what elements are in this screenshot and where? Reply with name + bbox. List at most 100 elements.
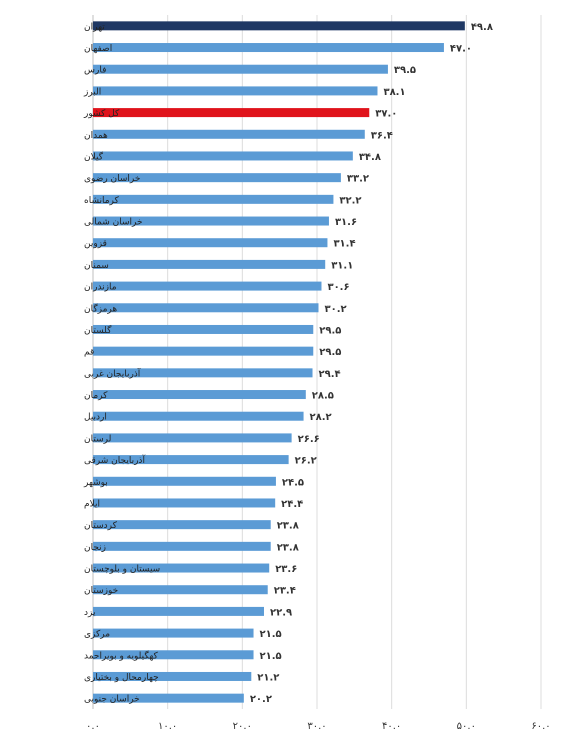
category-label: گیلان [84,150,104,162]
value-label: ۲۹.۴ [319,369,341,380]
value-label: ۲۲.۹ [270,607,292,618]
category-label: هرمزگان [84,302,117,314]
value-label: ۲۳.۸ [277,521,299,532]
category-label: بوشهر [83,478,108,488]
bar [93,86,378,96]
bar [93,151,353,161]
value-label: ۳۱.۱ [331,260,353,271]
category-label: یزد [84,608,96,618]
bar [93,628,254,638]
bar [93,238,328,248]
bar [93,259,326,269]
value-label: ۳۹.۵ [394,65,416,76]
bar [93,498,276,508]
bar [93,194,334,204]
category-label: خراسان جنوبی [84,695,140,705]
category-label: زنجان [84,543,106,553]
bars [93,21,465,703]
category-label: آذربایجان غربی [84,367,141,379]
value-label: ۳۳.۲ [347,174,369,185]
category-label: همدان [84,131,108,141]
bar [93,324,314,334]
category-label: لرستان [84,434,111,444]
x-tick-label: ۲۰.۰ [233,721,252,732]
value-label: ۲۴.۴ [281,499,303,510]
value-label: ۴۹.۸ [471,22,493,33]
value-label: ۲۱.۵ [260,629,282,640]
bar [93,411,304,421]
bar [93,476,276,486]
category-label: مرکزی [84,630,110,640]
value-label: ۲۶.۶ [298,434,320,445]
value-label: ۳۶.۴ [371,130,393,141]
category-label: اصفهان [84,44,112,54]
x-tick-label: ۵۰.۰ [457,721,476,732]
category-label: ایلام [84,499,100,509]
bar [93,64,388,74]
grid-lines [92,15,542,709]
value-label: ۲۳.۴ [274,586,296,597]
x-tick-label: ۱۰.۰ [158,721,177,732]
x-tick-label: ۳۰.۰ [307,721,326,732]
category-labels: تهران اصفهان فارس البرز کل کشور همدان گیلان خرا… [83,22,160,704]
value-label: ۲۸.۵ [312,391,334,402]
bar [93,650,254,660]
category-label: قم [84,348,94,358]
category-label: خراسان رضوی [84,174,140,184]
bar [93,541,271,551]
value-label: ۲۹.۵ [319,325,341,336]
category-label: البرز [83,87,101,97]
bar [93,671,252,681]
bar [93,216,329,226]
x-tick-label: ۴۰.۰ [382,721,401,732]
bar [93,368,313,378]
bar [93,455,289,465]
x-tick-label: ۶۰.۰ [531,721,550,732]
bar [93,693,244,703]
category-label: کل کشور [83,109,120,119]
bar [93,108,370,118]
value-labels: ۴۹.۸ ۴۷.۰ ۳۹.۵ ۳۸.۱ ۳۷.۰ ۳۶.۴ ۳۴.۸ ۳۳.۲ ۳۲.۲ ۳۱.۶… [250,22,493,705]
value-label: ۳۲.۲ [339,195,361,206]
bar [93,303,319,313]
value-label: ۳۱.۶ [335,217,357,228]
category-label: آذربایجان شرقی [84,454,145,466]
value-label: ۲۰.۲ [250,694,272,705]
category-label: اردبیل [84,413,107,423]
category-label: سمنان [84,261,109,271]
category-label: کهگیلویه و بویراحمد [84,649,158,661]
bar [93,606,264,616]
category-label: فارس [84,66,106,76]
value-label: ۳۴.۸ [359,152,381,163]
bar [93,585,268,595]
bar [93,129,365,139]
category-label: تهران [84,22,105,32]
bar [93,43,444,53]
value-label: ۳۷.۰ [375,109,397,120]
value-label: ۲۳.۶ [275,564,297,575]
bar [93,433,292,443]
bar [93,563,270,573]
x-tick-label: ۰.۰ [86,721,100,732]
bar [93,173,341,183]
category-label: خوزستان [84,586,118,596]
category-label: چهارمحال و بختیاری [84,673,159,683]
category-label: گلستان [84,324,112,336]
value-label: ۲۱.۵ [260,651,282,662]
value-label: ۲۱.۲ [257,672,279,683]
value-label: ۳۰.۶ [327,282,349,293]
bar [93,281,322,291]
category-label: کرمانشاه [84,196,120,206]
category-label: کرمان [84,391,108,401]
bar [93,346,314,356]
bar [93,390,306,400]
value-label: ۳۱.۴ [333,239,355,250]
category-label: کردستان [84,521,118,531]
value-label: ۳۸.۱ [383,87,405,98]
value-label: ۴۷.۰ [450,44,472,55]
value-label: ۳۰.۲ [324,304,346,315]
bar [93,21,465,31]
value-label: ۲۴.۵ [282,477,304,488]
category-label: خراسان شمالی [84,218,143,228]
value-label: ۲۸.۲ [310,412,332,423]
